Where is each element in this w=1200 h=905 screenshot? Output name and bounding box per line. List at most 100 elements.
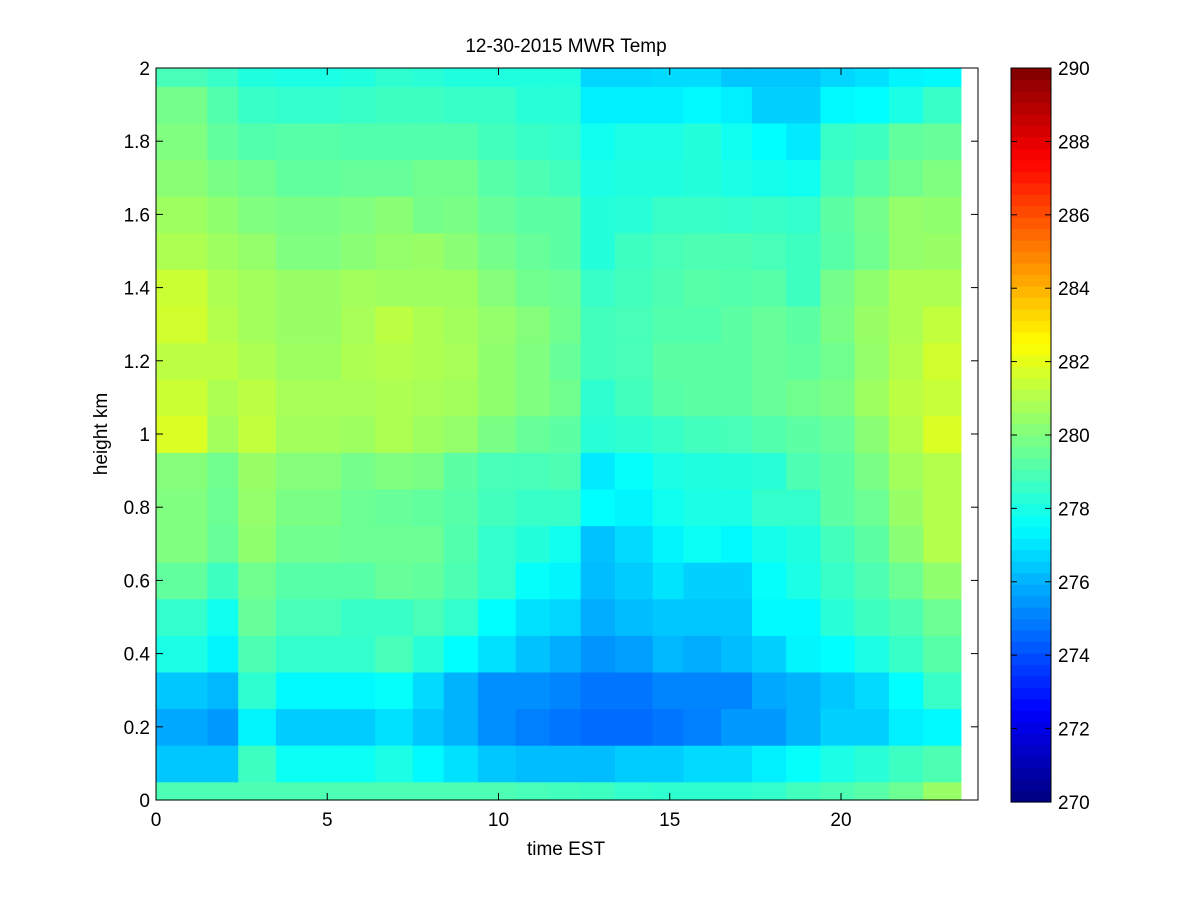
heatmap-cell (238, 269, 277, 307)
colorbar-band (1011, 664, 1051, 677)
colorbar-band (1011, 618, 1051, 631)
heatmap-cell (340, 781, 376, 801)
heatmap-cell (443, 781, 479, 801)
heatmap-cell (854, 232, 890, 270)
heatmap-cell (854, 488, 890, 527)
heatmap-cell (549, 781, 582, 801)
heatmap-cell (888, 342, 924, 380)
heatmap-cell (207, 708, 239, 746)
heatmap-cell (751, 781, 787, 801)
heatmap-cell (443, 342, 479, 380)
heatmap-cell (721, 488, 753, 527)
heatmap-cell (888, 635, 924, 673)
heatmap-cell (207, 598, 239, 636)
colorbar-band (1011, 503, 1051, 516)
heatmap-cell (888, 122, 924, 161)
heatmap-cell (923, 562, 962, 600)
colorbar-band (1011, 285, 1051, 298)
colorbar-tick-label: 284 (1058, 279, 1090, 300)
heatmap-cell (721, 196, 753, 234)
heatmap-cell (751, 159, 787, 197)
heatmap-cell (751, 635, 787, 673)
heatmap-cell (443, 745, 479, 783)
heatmap-cell (443, 635, 479, 673)
heatmap-cell (477, 708, 517, 746)
heatmap-cell (375, 452, 414, 490)
heatmap-cell (923, 379, 962, 417)
colorbar-band (1011, 480, 1051, 493)
colorbar-band (1011, 274, 1051, 287)
y-tick-label: 1 (139, 425, 150, 446)
heatmap-cell (751, 745, 787, 783)
heatmap-cell (683, 452, 722, 490)
heatmap-cell (923, 781, 962, 801)
heatmap-cell (275, 305, 342, 344)
heatmap-cell (515, 488, 551, 527)
heatmap-cell (820, 269, 856, 307)
colorbar-band (1011, 331, 1051, 344)
colorbar-band (1011, 90, 1051, 104)
colorbar-band (1011, 538, 1051, 551)
heatmap-cell (549, 305, 582, 344)
heatmap-cell (683, 86, 722, 124)
colorbar-band (1011, 435, 1051, 448)
heatmap-cell (207, 122, 239, 161)
heatmap-cell (549, 562, 582, 600)
heatmap-cell (888, 488, 924, 527)
heatmap-cell (238, 196, 277, 234)
heatmap-cell (614, 68, 654, 87)
y-tick-label: 1.4 (124, 279, 151, 300)
colorbar-tick-label: 278 (1058, 499, 1090, 520)
heatmap-cell (820, 86, 856, 124)
heatmap-cell (412, 379, 445, 417)
colorbar-band (1011, 607, 1051, 620)
colorbar-band (1011, 423, 1051, 436)
heatmap-cell (751, 122, 787, 161)
heatmap-cell (412, 159, 445, 197)
colorbar-band (1011, 262, 1051, 276)
heatmap-cell (614, 452, 654, 490)
heatmap-cell (854, 122, 890, 161)
heatmap-cell (238, 305, 277, 344)
heatmap-cell (580, 488, 616, 527)
heatmap-cell (683, 635, 722, 673)
heatmap-cell (614, 781, 654, 801)
heatmap-cell (721, 342, 753, 380)
heatmap-cell (614, 379, 654, 417)
heatmap-cell (156, 68, 208, 87)
heatmap-cell (340, 488, 376, 527)
x-axis-ticks: 0 5 10 15 20 (151, 68, 852, 831)
heatmap-cell (614, 196, 654, 234)
heatmap-cell (786, 122, 822, 161)
heatmap-cell (549, 671, 582, 710)
y-tick-label: 0 (139, 791, 150, 812)
heatmap-cell (515, 525, 551, 563)
heatmap-cell (443, 708, 479, 746)
heatmap-cell (888, 159, 924, 197)
heatmap-cell (207, 525, 239, 563)
colorbar-band (1011, 400, 1051, 413)
x-tick-label: 0 (151, 810, 162, 831)
heatmap-cell (515, 196, 551, 234)
heatmap-cell (443, 525, 479, 563)
heatmap-cell (652, 781, 685, 801)
heatmap-cell (820, 68, 856, 87)
heatmap-cell (888, 269, 924, 307)
colorbar: 270 272 274 276 278 280 282 284 286 288 290 (1010, 59, 1090, 814)
heatmap-cell (923, 708, 962, 746)
heatmap-cell (515, 159, 551, 197)
heatmap-cell (412, 305, 445, 344)
heatmap-cell (683, 122, 722, 161)
heatmap-cell (549, 598, 582, 636)
heatmap-cell (207, 379, 239, 417)
colorbar-band (1011, 182, 1051, 195)
heatmap-cell (477, 488, 517, 527)
y-axis-ticks: 0 0.2 0.4 0.6 0.8 1 1.2 1.4 1.6 1.8 2 (124, 59, 978, 812)
heatmap-cell (443, 415, 479, 453)
heatmap-cell (652, 196, 685, 234)
heatmap-cell (477, 305, 517, 344)
heatmap-cell (340, 562, 376, 600)
heatmap-cell (477, 342, 517, 380)
heatmap-cell (375, 562, 414, 600)
heatmap-cell (340, 745, 376, 783)
